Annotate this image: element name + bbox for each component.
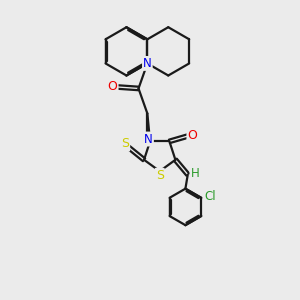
Text: H: H <box>190 167 199 180</box>
Text: O: O <box>188 129 197 142</box>
Text: O: O <box>108 80 118 93</box>
Text: N: N <box>143 57 152 70</box>
Text: Cl: Cl <box>205 190 217 203</box>
Text: S: S <box>121 137 129 150</box>
Text: N: N <box>144 133 153 146</box>
Text: S: S <box>156 169 164 182</box>
